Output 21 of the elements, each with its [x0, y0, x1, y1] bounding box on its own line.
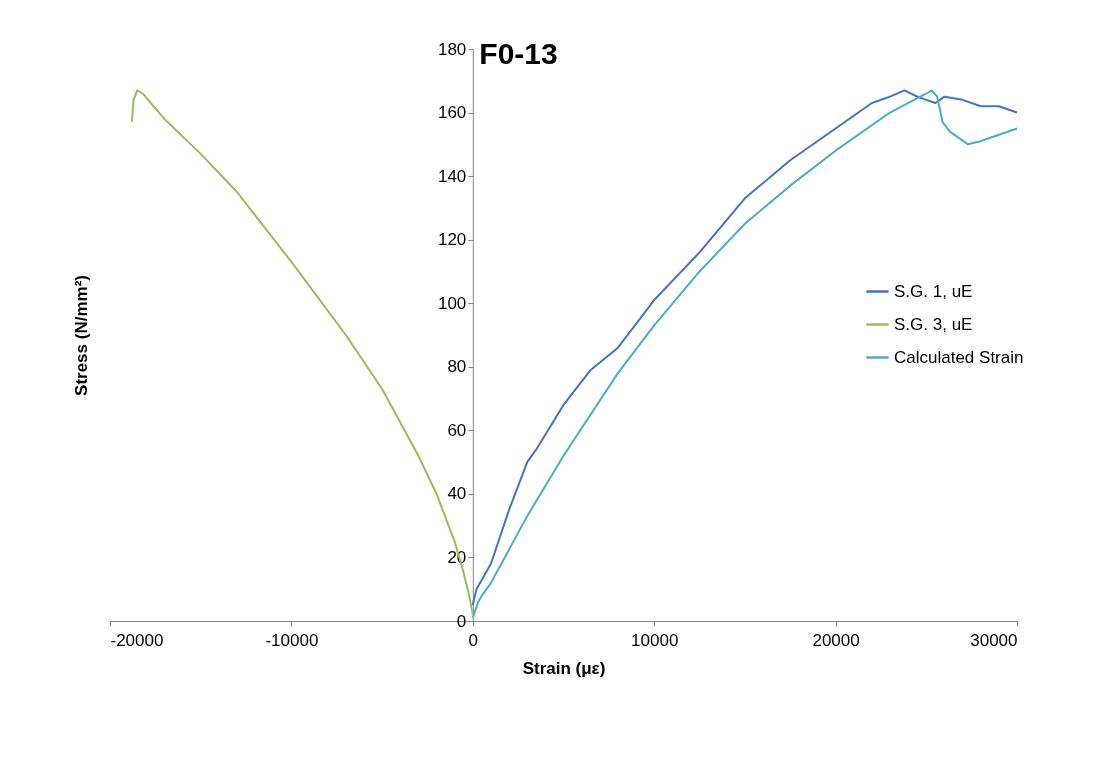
y-tick-label: 0	[456, 611, 467, 631]
chart-title: F0-13	[479, 37, 558, 70]
legend-label: S.G. 1, uE	[894, 281, 973, 301]
x-tick-label: -20000	[110, 630, 164, 650]
x-tick-label: 10000	[631, 630, 679, 650]
x-axis-title: Strain (με)	[522, 658, 606, 678]
legend-label: Calculated Strain	[894, 347, 1024, 367]
x-tick-label: 30000	[970, 630, 1018, 650]
x-tick-label: -10000	[265, 630, 319, 650]
legend-label: S.G. 3, uE	[894, 314, 973, 334]
x-tick-label: 20000	[812, 630, 860, 650]
y-tick-label: 180	[437, 39, 467, 59]
y-tick-label: 160	[437, 103, 467, 123]
y-tick-label: 80	[447, 357, 467, 377]
line-series	[130, 89, 474, 616]
y-tick-label: 100	[437, 293, 467, 313]
y-tick-label: 40	[447, 484, 467, 504]
y-tick-label: 120	[437, 230, 467, 250]
y-axis-title: Stress (N/mm²)	[71, 275, 91, 396]
y-tick-label: 140	[437, 166, 467, 186]
y-tick-label: 60	[447, 420, 467, 440]
